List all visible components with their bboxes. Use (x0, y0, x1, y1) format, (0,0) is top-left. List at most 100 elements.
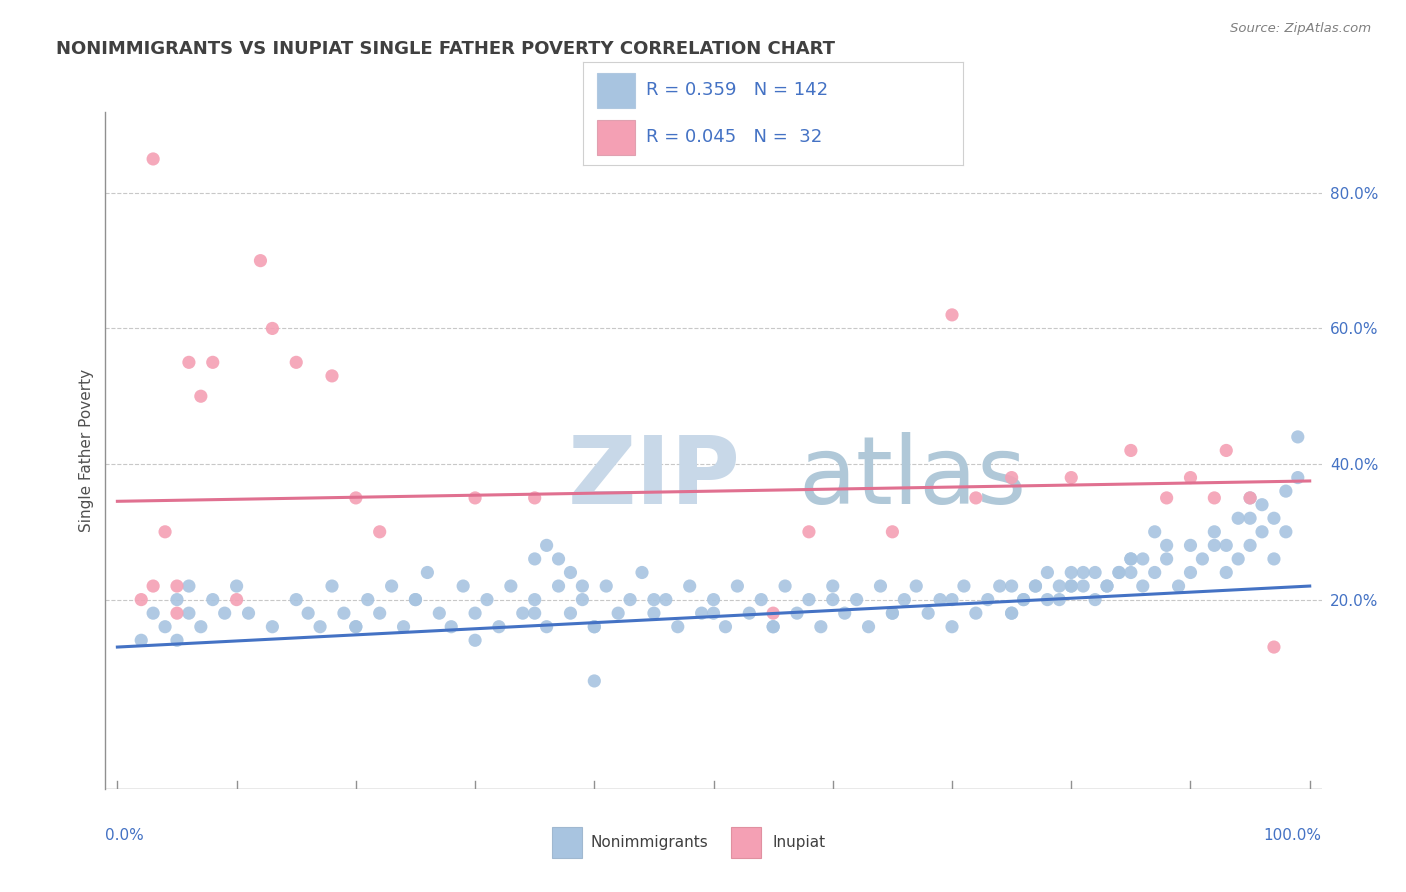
Point (1095, 579, 1118, 593)
Point (1047, 579, 1070, 593)
Point (977, 592, 1000, 607)
Point (1263, 511, 1285, 525)
Point (571, 592, 593, 607)
Point (882, 606, 904, 620)
Point (1227, 552, 1250, 566)
Point (643, 592, 665, 607)
Point (619, 592, 641, 607)
Point (666, 620, 689, 634)
Point (1251, 524, 1274, 539)
Point (882, 606, 904, 620)
Point (1119, 566, 1142, 580)
Point (1286, 430, 1309, 444)
Point (416, 566, 439, 580)
Point (464, 633, 486, 648)
Point (344, 620, 367, 634)
Point (392, 620, 415, 634)
Point (1036, 566, 1059, 580)
Point (882, 524, 904, 539)
Point (177, 355, 200, 369)
Point (821, 592, 844, 607)
Point (1215, 443, 1237, 458)
Point (762, 620, 785, 634)
Point (1143, 566, 1166, 580)
Point (749, 592, 772, 607)
Point (1132, 579, 1154, 593)
Point (714, 620, 737, 634)
Point (1024, 579, 1046, 593)
Point (523, 491, 546, 505)
Point (262, 321, 284, 335)
Point (1143, 524, 1166, 539)
Point (1204, 524, 1226, 539)
Text: Inupiat: Inupiat (773, 835, 825, 850)
Point (333, 606, 356, 620)
Point (1060, 566, 1083, 580)
Point (1286, 470, 1309, 484)
Text: ZIP: ZIP (568, 432, 741, 524)
Point (249, 253, 271, 268)
Point (797, 592, 820, 607)
Point (965, 606, 987, 620)
Point (190, 620, 212, 634)
Point (1180, 566, 1202, 580)
Point (177, 606, 200, 620)
Text: R = 0.359   N = 142: R = 0.359 N = 142 (647, 81, 828, 99)
Point (427, 606, 450, 620)
Point (1001, 606, 1024, 620)
Point (464, 491, 486, 505)
Point (547, 579, 569, 593)
Point (917, 606, 939, 620)
Point (773, 579, 796, 593)
Point (238, 606, 260, 620)
Point (1180, 538, 1202, 552)
Point (810, 620, 832, 634)
Point (512, 606, 534, 620)
Text: NONIMMIGRANTS VS INUPIAT SINGLE FATHER POVERTY CORRELATION CHART: NONIMMIGRANTS VS INUPIAT SINGLE FATHER P… (56, 40, 835, 58)
Point (655, 592, 678, 607)
Point (404, 592, 426, 607)
Point (344, 491, 367, 505)
Point (1156, 552, 1178, 566)
Text: 100.0%: 100.0% (1264, 828, 1322, 843)
FancyBboxPatch shape (596, 120, 634, 155)
Point (905, 579, 928, 593)
Point (153, 524, 176, 539)
Point (1095, 579, 1118, 593)
Point (225, 592, 247, 607)
Point (142, 152, 165, 166)
Point (929, 592, 952, 607)
Point (1239, 511, 1261, 525)
Point (368, 524, 391, 539)
Point (523, 606, 546, 620)
Point (536, 538, 558, 552)
Point (941, 620, 963, 634)
Point (142, 606, 165, 620)
Point (1180, 470, 1202, 484)
Point (464, 606, 486, 620)
Point (1084, 592, 1107, 607)
Point (1204, 538, 1226, 552)
Point (1227, 511, 1250, 525)
Point (1012, 592, 1035, 607)
Point (309, 620, 332, 634)
Point (595, 579, 617, 593)
Point (1071, 566, 1094, 580)
Point (1108, 566, 1130, 580)
Point (821, 579, 844, 593)
Point (201, 355, 224, 369)
Point (1191, 552, 1213, 566)
Point (1239, 491, 1261, 505)
Point (988, 579, 1011, 593)
Point (1108, 566, 1130, 580)
Point (321, 579, 343, 593)
Point (1001, 606, 1024, 620)
Point (177, 579, 200, 593)
Point (536, 620, 558, 634)
Point (690, 606, 713, 620)
FancyBboxPatch shape (551, 827, 582, 858)
Point (1263, 552, 1285, 566)
Point (607, 606, 630, 620)
Point (834, 606, 856, 620)
Point (523, 592, 546, 607)
